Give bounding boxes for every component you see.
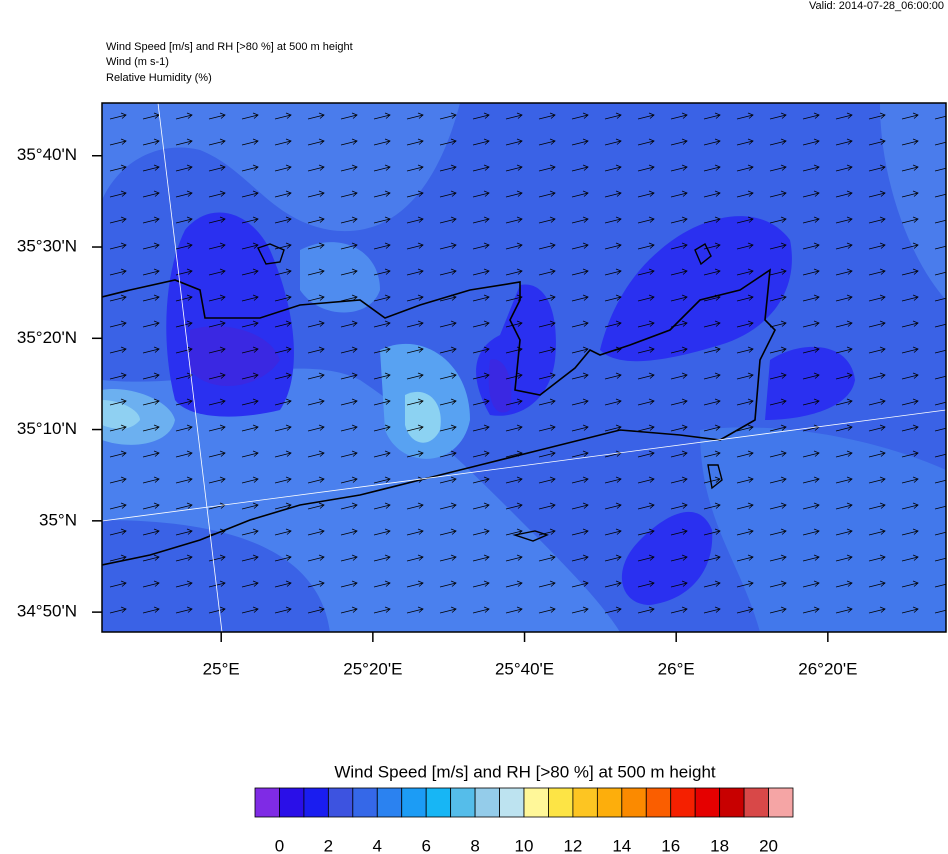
x-tick-label: 25°40'E <box>495 659 554 678</box>
colorbar-tick-label: 2 <box>324 836 333 854</box>
colorbar-box <box>596 787 623 818</box>
colorbar-box <box>694 787 721 818</box>
colorbar-title: Wind Speed [m/s] and RH [>80 %] at 500 m… <box>334 762 716 781</box>
colorbar-box <box>548 787 574 818</box>
colorbar-box <box>499 787 525 818</box>
colorbar-box <box>474 787 500 818</box>
valid-time: Valid: 2014-07-28_06:00:00 <box>809 0 944 12</box>
colorbar-tick-label: 14 <box>612 836 631 854</box>
colorbar-tick-label: 16 <box>661 836 680 854</box>
colorbar-tick-label: 6 <box>421 836 430 854</box>
colorbar-box <box>352 787 378 818</box>
colorbar-tick-label: 18 <box>710 836 729 854</box>
colorbar-box <box>743 787 769 818</box>
x-tick-label: 26°20'E <box>798 659 857 678</box>
colorbar-tick-label: 10 <box>515 836 534 854</box>
x-tick-label: 25°E <box>203 659 240 678</box>
colorbar-tick-label: 8 <box>470 836 479 854</box>
colorbar-box <box>572 787 598 818</box>
header-line: Wind Speed [m/s] and RH [>80 %] at 500 m… <box>106 41 353 53</box>
y-tick-label: 35°40'N <box>17 145 77 164</box>
header-line: Relative Humidity (%) <box>106 72 212 84</box>
x-tick-label: 26°E <box>658 659 695 678</box>
colorbar-tick-label: 0 <box>275 836 284 854</box>
colorbar-box <box>768 787 794 818</box>
colorbar-box <box>523 787 549 818</box>
colorbar-tick-label: 12 <box>563 836 582 854</box>
colorbar-box <box>621 787 647 818</box>
colorbar-box <box>327 787 354 818</box>
y-tick-label: 34°50'N <box>17 602 77 621</box>
colorbar-box <box>670 787 696 818</box>
colorbar-box <box>254 787 280 818</box>
colorbar-tick-label: 20 <box>759 836 778 854</box>
y-tick-label: 35°N <box>39 510 77 529</box>
header-line: Wind (m s-1) <box>106 56 169 68</box>
colorbar-box <box>425 787 452 818</box>
colorbar-box <box>450 787 476 818</box>
y-tick-label: 35°20'N <box>17 328 77 347</box>
colorbar-box <box>401 787 427 818</box>
y-tick-label: 35°30'N <box>17 237 77 256</box>
colorbar-box <box>279 787 305 818</box>
colorbar-box <box>719 787 745 818</box>
map-field <box>102 103 946 632</box>
colorbar-tick-label: 4 <box>373 836 382 854</box>
colorbar-box <box>645 787 672 818</box>
y-tick-label: 35°10'N <box>17 419 77 438</box>
colorbar-box <box>303 787 329 818</box>
colorbar-box <box>376 787 403 818</box>
x-tick-label: 25°20'E <box>343 659 402 678</box>
